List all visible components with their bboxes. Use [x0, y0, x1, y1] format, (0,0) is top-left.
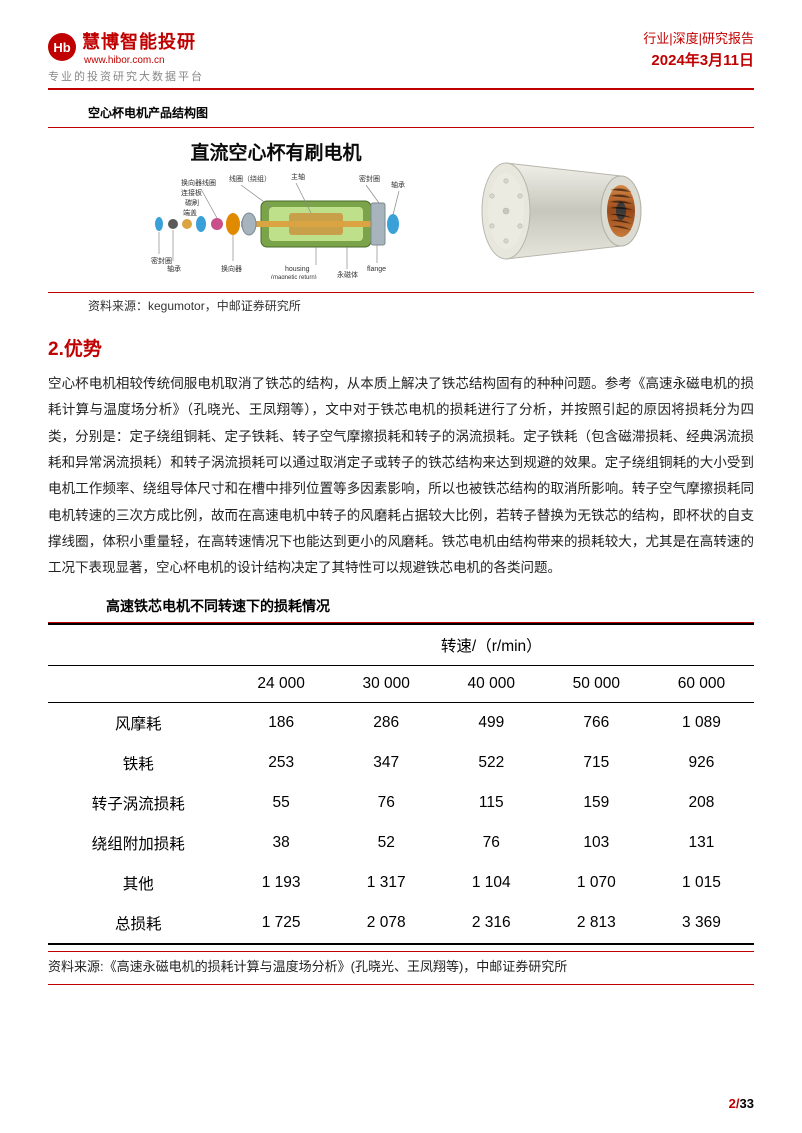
cell: 522 [439, 743, 544, 783]
th-speed-1: 30 000 [334, 665, 439, 702]
table-body: 风摩耗1862864997661 089铁耗253347522715926转子涡… [48, 702, 754, 944]
th-speed-0: 24 000 [229, 665, 334, 702]
cell: 1 193 [229, 863, 334, 903]
figure-caption: 空心杯电机产品结构图 [88, 104, 754, 121]
table-row: 总损耗1 7252 0782 3162 8133 369 [48, 903, 754, 944]
th-speed-2: 40 000 [439, 665, 544, 702]
logo-text: 慧博智能投研 www.hibor.com.cn [82, 28, 196, 66]
lbl-brush: 碳刷 [185, 198, 199, 207]
cell: 3 369 [649, 903, 754, 944]
motor-exploded-svg: 换向器线圈 线圈（绕组） 主轴 密封圈 轴承 连接板 碳刷 端盖 轴承 密封圈 … [141, 169, 411, 279]
section-body: 空心杯电机相较传统伺服电机取消了铁芯的结构，从本质上解决了铁芯结构固有的种种问题… [48, 371, 754, 582]
lbl-connector: 连接板 [181, 188, 202, 197]
cell: 1 104 [439, 863, 544, 903]
logo-top: Hb 慧博智能投研 www.hibor.com.cn [48, 28, 204, 66]
lbl-housing: housing [285, 266, 310, 273]
lbl-winding: 线圈（绕组） [229, 174, 271, 183]
row-label: 风摩耗 [48, 702, 229, 743]
row-label: 绕组附加损耗 [48, 823, 229, 863]
table-caption: 高速铁芯电机不同转速下的损耗情况 [106, 596, 754, 616]
lbl-bearing1: 轴承 [391, 180, 405, 189]
row-label: 铁耗 [48, 743, 229, 783]
header-right: 行业|深度|研究报告 2024年3月11日 [643, 28, 754, 70]
table-row: 风摩耗1862864997661 089 [48, 702, 754, 743]
cell: 253 [229, 743, 334, 783]
page-number: 2/33 [729, 1096, 754, 1111]
lbl-magnet: 永磁体 [337, 270, 358, 279]
figure-source: 资料来源：kegumotor，中邮证券研究所 [88, 293, 754, 318]
cell: 55 [229, 783, 334, 823]
cell: 186 [229, 702, 334, 743]
cell: 1 015 [649, 863, 754, 903]
cell: 38 [229, 823, 334, 863]
table-row: 其他1 1931 3171 1041 0701 015 [48, 863, 754, 903]
cell: 76 [439, 823, 544, 863]
th-empty [48, 624, 229, 666]
table-source-wrap: 资料来源:《高速永磁电机的损耗计算与温度场分析》(孔晓光、王凤翔等)，中邮证券研… [48, 951, 754, 985]
lbl-endcap: 端盖 [183, 208, 197, 217]
table-row: 转子涡流损耗5576115159208 [48, 783, 754, 823]
cell: 2 316 [439, 903, 544, 944]
motor-photo-svg [456, 146, 666, 276]
lbl-housing2: (magnetic return) [271, 275, 317, 279]
category-line: 行业|深度|研究报告 [643, 28, 754, 47]
cell: 131 [649, 823, 754, 863]
cell: 1 725 [229, 903, 334, 944]
cell: 103 [544, 823, 649, 863]
row-label: 总损耗 [48, 903, 229, 944]
cell: 115 [439, 783, 544, 823]
page-header: Hb 慧博智能投研 www.hibor.com.cn 专业的投资研究大数据平台 … [48, 28, 754, 90]
logo-block: Hb 慧博智能投研 www.hibor.com.cn 专业的投资研究大数据平台 [48, 28, 204, 84]
logo-subtitle: 专业的投资研究大数据平台 [48, 68, 204, 84]
lbl-commutator-coil: 换向器线圈 [181, 178, 216, 187]
cell: 76 [334, 783, 439, 823]
th-empty2 [48, 665, 229, 702]
lbl-commutator: 换向器 [221, 264, 242, 273]
cell: 208 [649, 783, 754, 823]
cell: 2 813 [544, 903, 649, 944]
cell: 766 [544, 702, 649, 743]
table-header-row: 24 000 30 000 40 000 50 000 60 000 [48, 665, 754, 702]
motor-photo [451, 141, 671, 281]
figure-row: 直流空心杯有刷电机 [48, 128, 754, 292]
loss-table: 转速/（r/min） 24 000 30 000 40 000 50 000 6… [48, 623, 754, 945]
logo-icon: Hb [48, 33, 76, 61]
section-heading: 2.优势 [48, 334, 754, 361]
cell: 1 089 [649, 702, 754, 743]
cell: 52 [334, 823, 439, 863]
motor-diagram: 直流空心杯有刷电机 [131, 136, 421, 286]
page-current: 2 [729, 1096, 736, 1111]
th-speed-4: 60 000 [649, 665, 754, 702]
table-rule-bottom [48, 951, 754, 952]
th-speed-3: 50 000 [544, 665, 649, 702]
lbl-bearing2: 轴承 [167, 264, 181, 273]
cell: 1 317 [334, 863, 439, 903]
th-group: 转速/（r/min） [229, 624, 754, 666]
lbl-seal1: 密封圈 [359, 174, 380, 183]
cell: 347 [334, 743, 439, 783]
lbl-seal2: 密封圈 [151, 256, 172, 265]
logo-url: www.hibor.com.cn [84, 55, 196, 66]
logo-title: 慧博智能投研 [82, 28, 196, 54]
cell: 2 078 [334, 903, 439, 944]
table-source: 资料来源:《高速永磁电机的损耗计算与温度场分析》(孔晓光、王凤翔等)，中邮证券研… [48, 956, 754, 978]
page-total: 33 [740, 1096, 754, 1111]
row-label: 其他 [48, 863, 229, 903]
figure-structure: 空心杯电机产品结构图 直流空心杯有刷电机 [48, 104, 754, 318]
cell: 926 [649, 743, 754, 783]
cell: 715 [544, 743, 649, 783]
row-label: 转子涡流损耗 [48, 783, 229, 823]
cell: 1 070 [544, 863, 649, 903]
lbl-shaft: 主轴 [291, 172, 305, 181]
lbl-flange: flange [367, 266, 386, 273]
cell: 286 [334, 702, 439, 743]
cell: 159 [544, 783, 649, 823]
table-row: 绕组附加损耗385276103131 [48, 823, 754, 863]
cell: 499 [439, 702, 544, 743]
diagram-title: 直流空心杯有刷电机 [190, 138, 361, 165]
report-date: 2024年3月11日 [643, 49, 754, 70]
table-row: 铁耗253347522715926 [48, 743, 754, 783]
table-header-group-row: 转速/（r/min） [48, 624, 754, 666]
